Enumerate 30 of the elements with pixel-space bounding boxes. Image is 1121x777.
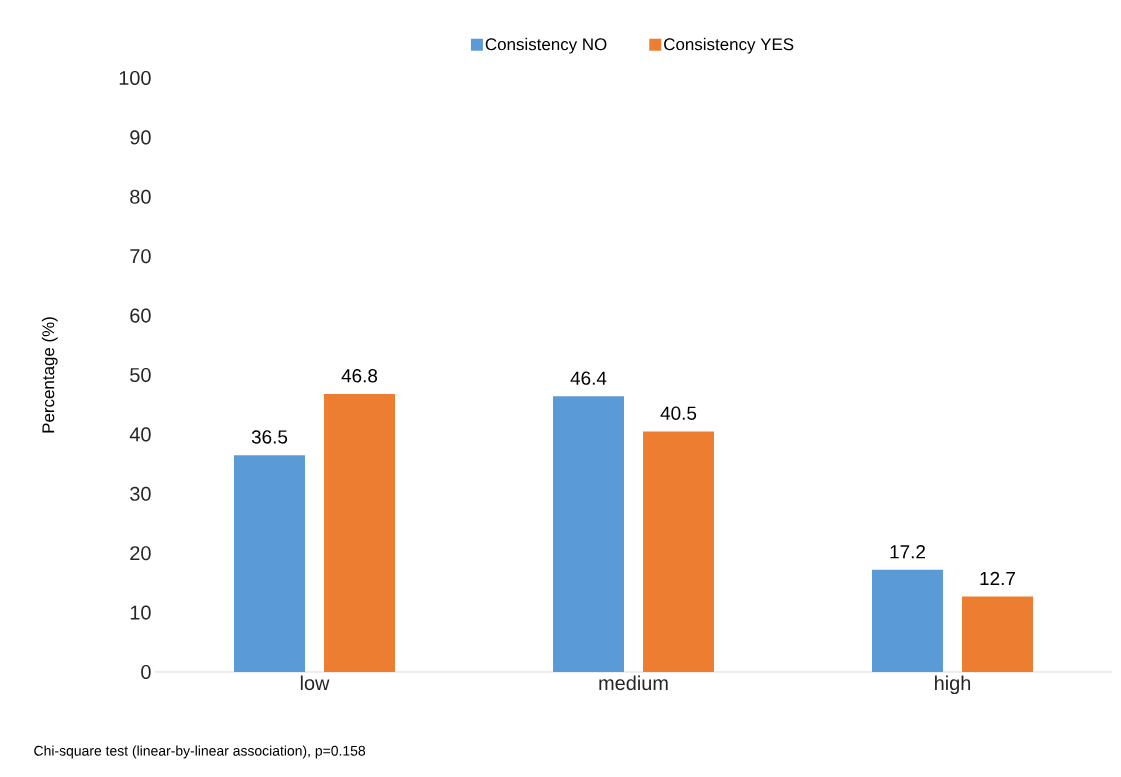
y-tick-label: 50 (130, 367, 151, 383)
x-tick-label: low (300, 675, 330, 691)
x-tick-label: high (935, 675, 971, 695)
data-label: 46.8 (341, 369, 378, 383)
bar (324, 393, 396, 672)
data-label: 36.5 (251, 430, 288, 444)
data-label: 17.2 (890, 545, 925, 559)
x-tick-label: medium (599, 675, 668, 691)
bar (643, 431, 715, 672)
legend-label: Consistency YES (664, 37, 794, 54)
data-label: 46.4 (570, 371, 607, 385)
y-tick-label: 90 (130, 130, 151, 145)
legend-label: Consistency NO (485, 37, 607, 54)
bar (962, 596, 1034, 672)
y-tick-label: 70 (130, 249, 151, 264)
data-label: 12.7 (980, 571, 1015, 586)
y-axis-title: Percentage (%) (41, 317, 58, 433)
y-tick-label: 20 (130, 546, 151, 561)
text: Chi-square test (linear-by-linear association), p=0.158 (34, 745, 366, 759)
data-label: 40.5 (660, 406, 697, 420)
y-tick-label: 0 (141, 664, 151, 680)
y-tick-label: 100 (119, 70, 151, 86)
bar (872, 569, 944, 672)
y-tick-label: 60 (130, 308, 151, 323)
bar (553, 396, 625, 672)
y-tick-label: 30 (130, 486, 151, 501)
bar (234, 455, 306, 672)
y-tick-label: 80 (130, 189, 151, 204)
y-tick-label: 10 (130, 605, 151, 620)
y-tick-label: 40 (129, 427, 151, 442)
